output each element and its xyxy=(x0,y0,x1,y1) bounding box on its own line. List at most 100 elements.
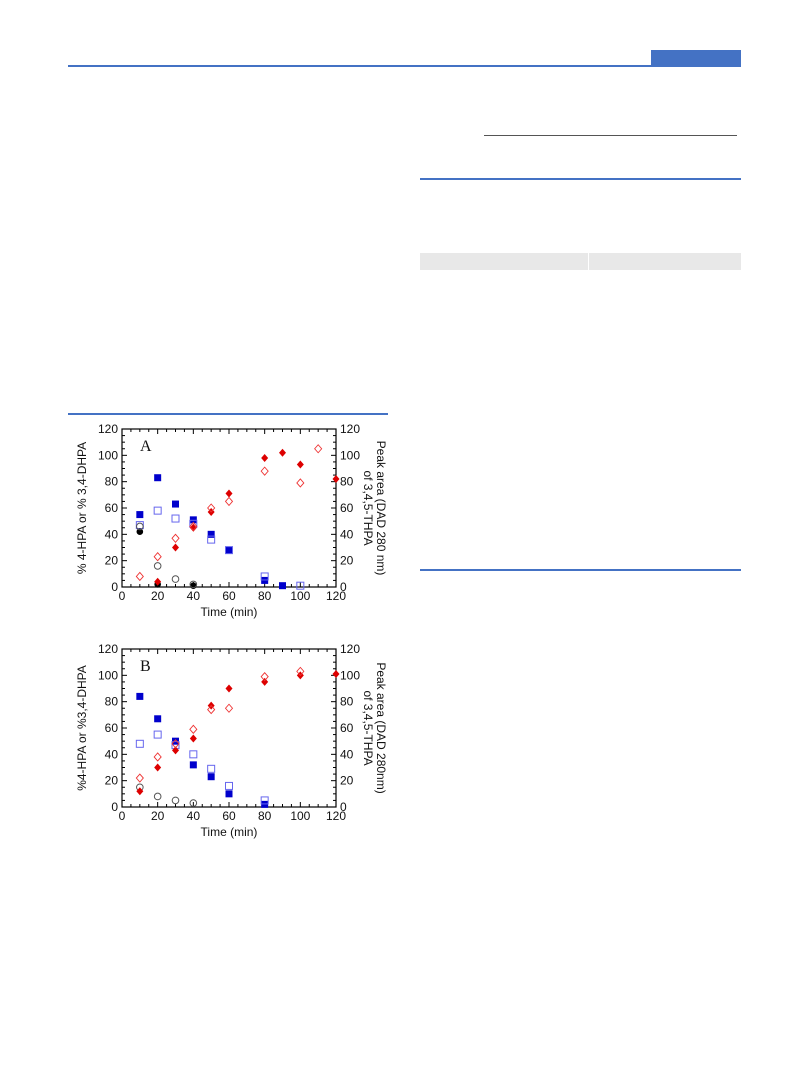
table-top-rule xyxy=(484,135,737,136)
chart-a-point-open-diamond xyxy=(153,552,162,562)
chart-b-point-filled-square xyxy=(189,761,197,769)
chart-a-point-filled-diamond xyxy=(261,453,269,462)
y2-tick-label: 80 xyxy=(340,475,354,489)
table-shaded-cell-left xyxy=(420,253,588,270)
table-bottom-rule xyxy=(420,569,741,571)
y2-tick-label: 120 xyxy=(340,422,360,436)
y-tick-label: 80 xyxy=(105,475,119,489)
y-tick-label: 120 xyxy=(98,422,118,436)
figure-top-rule xyxy=(68,413,388,415)
chart-a-point-open-diamond xyxy=(135,571,144,582)
chart-a-point-filled-diamond xyxy=(172,543,179,552)
chart-b-point-open-diamond xyxy=(296,666,305,677)
y2-tick-label: 100 xyxy=(340,448,360,462)
x-tick-label: 120 xyxy=(326,809,346,823)
y-tick-label: 40 xyxy=(105,747,119,761)
x-tick-label: 60 xyxy=(222,589,236,603)
chart-a-point-filled-square xyxy=(154,474,162,482)
panel-label: A xyxy=(140,438,152,455)
chart-b-point-open-square xyxy=(260,796,269,805)
chart-a-point-filled-diamond xyxy=(332,475,340,484)
chart-a-point-filled-square xyxy=(279,582,286,590)
chart-b-point-open-diamond xyxy=(135,773,144,783)
chart-a-point-open-circle xyxy=(136,522,144,531)
chart-a-point-open-square xyxy=(153,506,162,515)
y2-tick-label: 80 xyxy=(340,695,354,709)
chart-a-point-filled-diamond xyxy=(154,577,162,586)
x-axis-label: Time (min) xyxy=(201,825,258,839)
chart-b-point-filled-diamond xyxy=(261,677,269,686)
y-tick-label: 120 xyxy=(98,642,118,656)
chart-a-point-filled-square xyxy=(136,511,144,519)
x-tick-label: 100 xyxy=(290,809,310,823)
chart-b-point-filled-diamond xyxy=(332,670,340,679)
y2-tick-label: 0 xyxy=(340,800,347,814)
y2-axis-label-line2: of 3,4,5-THPA xyxy=(361,470,375,545)
chart-b-point-open-circle xyxy=(153,792,162,801)
chart-b-point-filled-diamond xyxy=(172,746,179,755)
x-tick-label: 20 xyxy=(151,809,165,823)
y-tick-label: 80 xyxy=(105,695,119,709)
chart-b-point-open-square xyxy=(207,764,216,773)
chart-a-point-open-diamond xyxy=(189,521,198,532)
table-header-rule xyxy=(420,178,741,180)
y2-tick-label: 20 xyxy=(340,554,354,568)
chart-a-point-filled-diamond xyxy=(189,523,197,532)
chart-b-point-open-diamond xyxy=(189,724,198,735)
chart-b-point-filled-diamond xyxy=(225,684,233,693)
chart-b-point-filled-diamond xyxy=(136,787,144,796)
x-tick-label: 0 xyxy=(119,809,126,823)
header-rule xyxy=(68,65,741,67)
chart-b-point-filled-diamond xyxy=(154,763,162,772)
chart-a-point-filled-circle xyxy=(136,528,144,535)
x-tick-label: 20 xyxy=(151,589,165,603)
chart-a-point-open-diamond xyxy=(260,466,269,476)
y-axis-label: % 4-HPA or % 3,4-DHPA xyxy=(75,442,89,574)
chart-b-svg: 0 20 40 60 80 100 1200204060801001200204060801… xyxy=(75,642,388,839)
chart-b-point-open-circle xyxy=(189,799,198,807)
y-tick-label: 0 xyxy=(111,580,118,594)
x-tick-label: 40 xyxy=(187,589,201,603)
y2-tick-label: 40 xyxy=(340,527,354,541)
y-tick-label: 60 xyxy=(105,721,119,735)
y2-tick-label: 0 xyxy=(340,580,347,594)
y2-tick-label: 60 xyxy=(340,721,354,735)
y2-axis-label-line1: Peak area (DAD 280 nm) xyxy=(374,441,388,576)
chart-a-point-filled-diamond xyxy=(279,448,286,457)
chart-a-point-open-circle xyxy=(189,580,198,589)
chart-a-point-open-circle xyxy=(171,575,180,583)
x-tick-label: 60 xyxy=(222,809,236,823)
chart-b-point-open-square xyxy=(153,730,162,739)
y-tick-label: 20 xyxy=(105,774,119,788)
x-tick-label: 80 xyxy=(258,589,272,603)
chart-a-point-open-diamond xyxy=(314,444,323,454)
chart-a-point-open-diamond xyxy=(171,533,180,543)
chart-a-point-open-square xyxy=(207,535,216,544)
chart-a-point-open-circle xyxy=(153,562,162,570)
x-tick-label: 80 xyxy=(258,809,272,823)
chart-b-point-filled-square xyxy=(225,790,233,798)
y2-tick-label: 100 xyxy=(340,668,360,682)
x-tick-label: 0 xyxy=(119,589,126,603)
x-axis-label: Time (min) xyxy=(201,605,258,619)
chart-b-point-filled-square xyxy=(207,773,215,781)
plot-frame xyxy=(121,648,337,808)
y2-tick-label: 20 xyxy=(340,774,354,788)
chart-b-point-open-diamond xyxy=(224,703,234,713)
y2-tick-label: 120 xyxy=(340,642,360,656)
y2-tick-label: 60 xyxy=(340,501,354,515)
y-tick-label: 20 xyxy=(105,554,119,568)
chart-b-point-open-diamond xyxy=(207,704,216,715)
chart-a-point-open-diamond xyxy=(224,496,234,507)
header-accent-block xyxy=(651,50,741,65)
x-tick-label: 120 xyxy=(326,589,346,603)
chart-b-point-open-diamond xyxy=(153,752,162,762)
y-tick-label: 100 xyxy=(98,668,118,682)
chart-b-point-open-diamond xyxy=(171,739,180,749)
y2-axis-label-line2: of 3,4,5-THPA xyxy=(361,690,375,765)
chart-a-point-open-diamond xyxy=(296,478,305,488)
y2-axis-label-line1: Peak area (DAD 280nm) xyxy=(374,662,388,793)
chart-a-point-filled-square xyxy=(172,500,179,508)
chart-a-point-open-square xyxy=(296,581,305,590)
chart-a-point-open-square xyxy=(171,514,180,523)
